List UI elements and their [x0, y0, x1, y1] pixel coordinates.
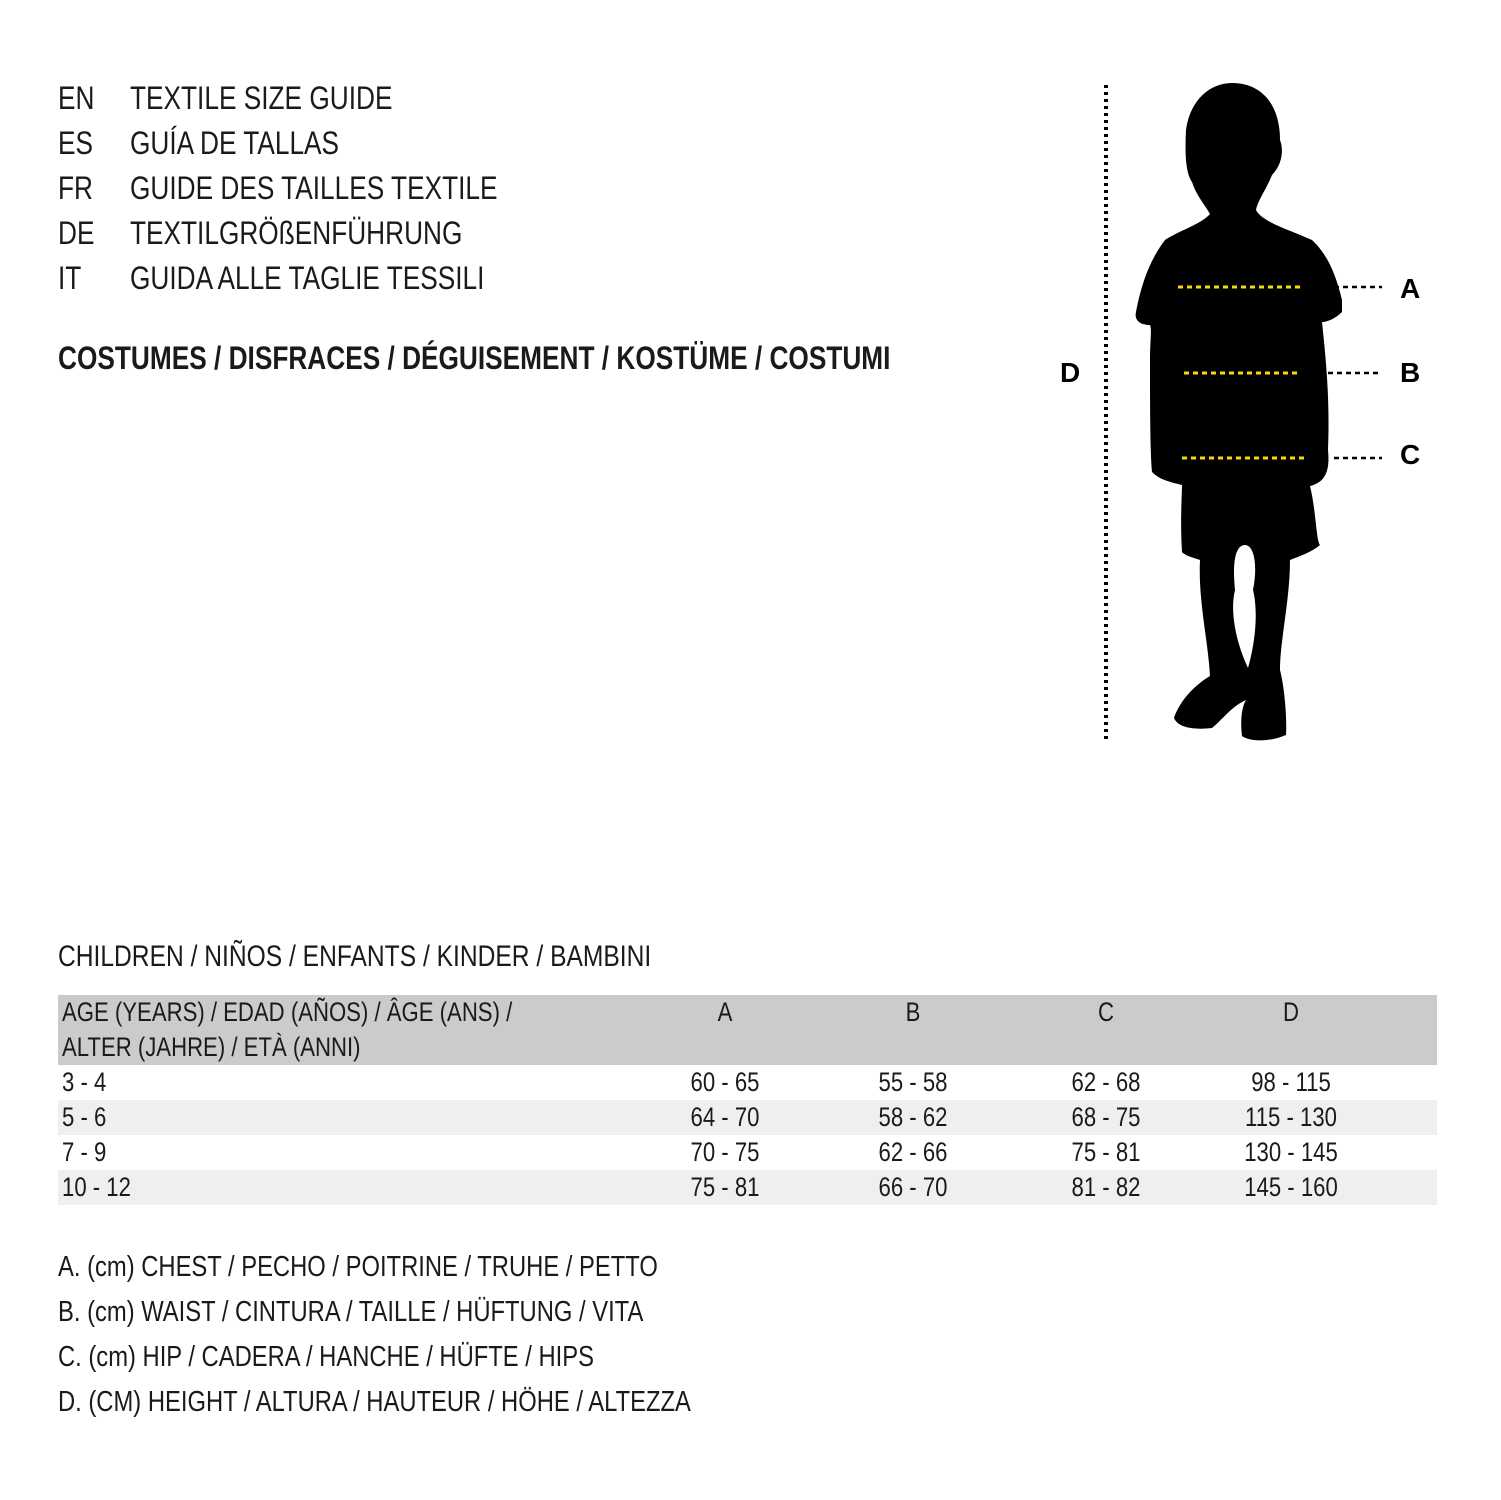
cell-d: 115 - 130 [1245, 1102, 1337, 1132]
cell-age: 5 - 6 [62, 1102, 107, 1132]
cell-b: 58 - 62 [878, 1102, 948, 1132]
category-heading: COSTUMES / DISFRACES / DÉGUISEMENT / KOS… [58, 340, 891, 376]
cell-b: 62 - 66 [878, 1137, 948, 1167]
cell-a: 70 - 75 [690, 1137, 760, 1167]
header-d: D [1283, 997, 1299, 1027]
cell-b: 66 - 70 [878, 1172, 948, 1202]
cell-c: 81 - 82 [1071, 1172, 1141, 1202]
table-row: 3 - 4 60 - 65 55 - 58 62 - 68 98 - 115 [58, 1065, 1437, 1100]
header-c: C [1098, 997, 1114, 1027]
cell-c: 62 - 68 [1071, 1067, 1141, 1097]
label-b: B [1400, 357, 1420, 388]
cell-d: 145 - 160 [1244, 1172, 1338, 1202]
lang-code: EN [58, 80, 95, 116]
cell-age: 10 - 12 [62, 1172, 131, 1202]
lang-code: ES [58, 125, 94, 161]
cell-age: 3 - 4 [62, 1067, 107, 1097]
legend-item: B. (cm) WAIST / CINTURA / TAILLE / HÜFTU… [58, 1296, 644, 1328]
label-a: A [1400, 273, 1420, 304]
table-caption: CHILDREN / NIÑOS / ENFANTS / KINDER / BA… [58, 940, 652, 973]
lang-code: FR [58, 170, 93, 206]
table-row: 10 - 12 75 - 81 66 - 70 81 - 82 145 - 16… [58, 1170, 1437, 1205]
lang-code: IT [58, 260, 82, 296]
cell-a: 75 - 81 [690, 1172, 760, 1202]
table-header: AGE (YEARS) / EDAD (AÑOS) / ÂGE (ANS) / … [58, 995, 1437, 1065]
label-c: C [1400, 439, 1420, 470]
title-text: TEXTILE SIZE GUIDE [130, 80, 393, 116]
title-text: GUIDE DES TAILLES TEXTILE [130, 170, 498, 206]
table-row: 7 - 9 70 - 75 62 - 66 75 - 81 130 - 145 [58, 1135, 1437, 1170]
legend-item: A. (cm) CHEST / PECHO / POITRINE / TRUHE… [58, 1251, 658, 1283]
legend-item: D. (CM) HEIGHT / ALTURA / HAUTEUR / HÖHE… [58, 1386, 691, 1418]
cell-age: 7 - 9 [62, 1137, 107, 1167]
cell-b: 55 - 58 [878, 1067, 948, 1097]
lang-code: DE [58, 215, 95, 251]
label-d: D [1060, 357, 1080, 388]
cell-d: 98 - 115 [1251, 1067, 1331, 1097]
child-silhouette [1135, 83, 1342, 741]
header-age-line2: ALTER (JAHRE) / ETÀ (ANNI) [62, 1032, 361, 1062]
child-silhouette-diagram: A B C D [1060, 83, 1420, 742]
header-age-line1: AGE (YEARS) / EDAD (AÑOS) / ÂGE (ANS) / [62, 997, 513, 1027]
cell-c: 75 - 81 [1071, 1137, 1141, 1167]
cell-a: 64 - 70 [690, 1102, 760, 1132]
size-table: AGE (YEARS) / EDAD (AÑOS) / ÂGE (ANS) / … [58, 995, 1437, 1205]
title-text: TEXTILGRÖßENFÜHRUNG [130, 215, 463, 251]
header-b: B [905, 997, 921, 1027]
cell-c: 68 - 75 [1071, 1102, 1141, 1132]
title-text: GUIDA ALLE TAGLIE TESSILI [130, 260, 485, 296]
header-a: A [717, 997, 733, 1027]
title-text: GUÍA DE TALLAS [130, 125, 340, 161]
cell-a: 60 - 65 [690, 1067, 760, 1097]
cell-d: 130 - 145 [1244, 1137, 1338, 1167]
table-row: 5 - 6 64 - 70 58 - 62 68 - 75 115 - 130 [58, 1100, 1437, 1135]
legend-item: C. (cm) HIP / CADERA / HANCHE / HÜFTE / … [58, 1341, 594, 1373]
